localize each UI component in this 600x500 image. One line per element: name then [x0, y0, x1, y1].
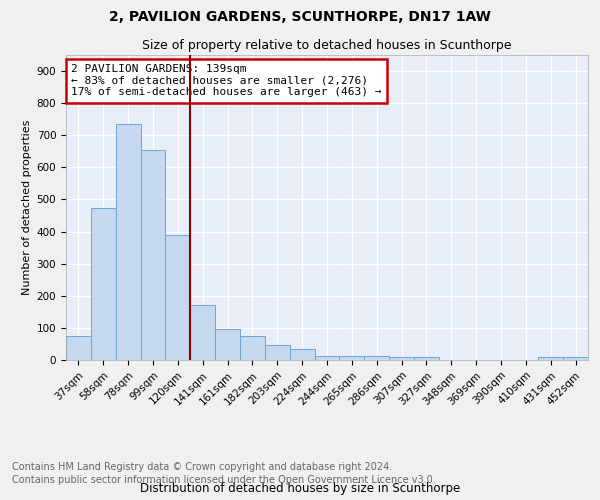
Bar	[538, 357, 563, 360]
Bar	[389, 358, 414, 360]
Title: Size of property relative to detached houses in Scunthorpe: Size of property relative to detached ho…	[142, 40, 512, 52]
Text: Contains HM Land Registry data © Crown copyright and database right 2024.: Contains HM Land Registry data © Crown c…	[12, 462, 392, 472]
Text: Contains public sector information licensed under the Open Government Licence v3: Contains public sector information licen…	[12, 475, 436, 485]
Bar	[340, 356, 364, 360]
Bar	[166, 235, 190, 360]
Bar	[66, 336, 91, 360]
Bar	[563, 357, 588, 360]
Bar	[215, 328, 240, 360]
Bar	[314, 356, 340, 360]
Bar	[240, 336, 265, 360]
Bar	[290, 350, 314, 360]
Text: Distribution of detached houses by size in Scunthorpe: Distribution of detached houses by size …	[140, 482, 460, 495]
Bar	[364, 356, 389, 360]
Bar	[116, 124, 140, 360]
Bar	[414, 358, 439, 360]
Bar	[190, 306, 215, 360]
Bar	[91, 208, 116, 360]
Y-axis label: Number of detached properties: Number of detached properties	[22, 120, 32, 295]
Bar	[140, 150, 166, 360]
Text: 2, PAVILION GARDENS, SCUNTHORPE, DN17 1AW: 2, PAVILION GARDENS, SCUNTHORPE, DN17 1A…	[109, 10, 491, 24]
Bar	[265, 345, 290, 360]
Text: 2 PAVILION GARDENS: 139sqm
← 83% of detached houses are smaller (2,276)
17% of s: 2 PAVILION GARDENS: 139sqm ← 83% of deta…	[71, 64, 382, 98]
